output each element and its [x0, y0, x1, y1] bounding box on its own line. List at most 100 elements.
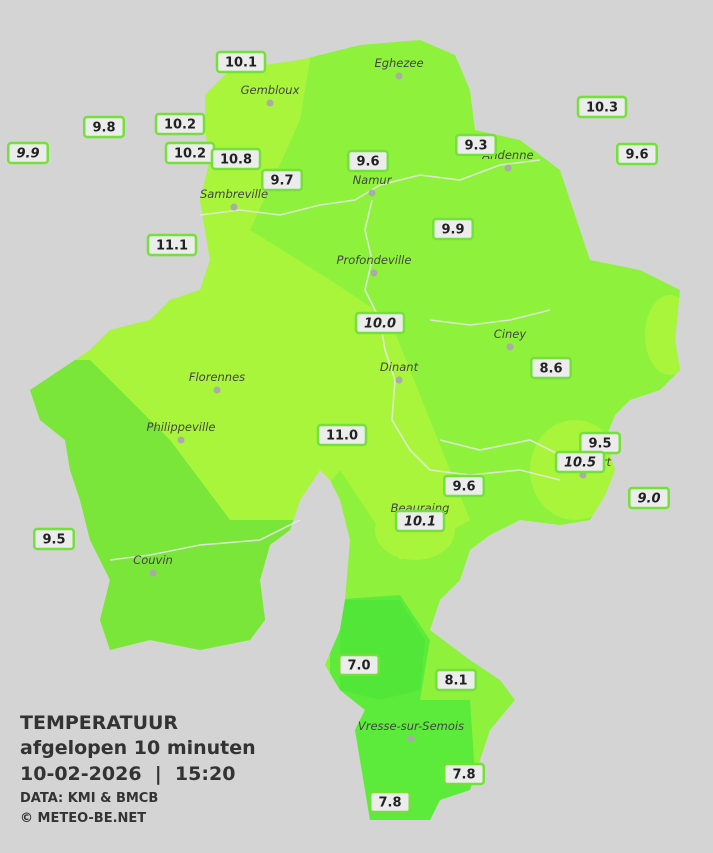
station: 9.6 [443, 474, 485, 498]
cities: EghezeeGemblouxAndenneNamurSambrevillePr… [133, 56, 612, 743]
legend-subtitle: afgelopen 10 minuten [20, 737, 256, 759]
station-box [616, 142, 658, 166]
station: 11.0 [316, 423, 368, 447]
city-dot [504, 164, 512, 172]
city-label: Dinant [380, 360, 419, 374]
city-label: Gembloux [241, 83, 300, 97]
station-value: 8.6 [539, 362, 562, 377]
station: 8.6 [530, 356, 572, 380]
station: 10.2 [154, 112, 206, 136]
station: 9.6 [616, 142, 658, 166]
station: 10.8 [210, 147, 262, 171]
city-dot [395, 376, 403, 384]
station-box [210, 147, 262, 171]
station: 7.0 [338, 653, 380, 677]
city-label: Philippeville [147, 420, 216, 434]
station-value: 10.3 [586, 101, 618, 116]
city-dot [149, 569, 157, 577]
station-box [455, 133, 497, 157]
station: 9.3 [455, 133, 497, 157]
legend-source: DATA: KMI & BMCB [20, 791, 159, 806]
station-box [369, 790, 411, 814]
station-value: 9.5 [42, 533, 65, 548]
city-label: Profondeville [337, 253, 412, 267]
station-box [432, 217, 474, 241]
station: 9.9 [7, 141, 49, 165]
station-box [7, 141, 49, 165]
city-label: Sambreville [200, 187, 268, 201]
city-dot [506, 343, 514, 351]
station-box [33, 527, 75, 551]
city-dot [370, 269, 378, 277]
station-value: 10.8 [220, 153, 252, 168]
station-box [576, 95, 628, 119]
station: 11.1 [146, 233, 198, 257]
station-value: 7.8 [452, 768, 475, 783]
station-value: 7.8 [378, 796, 401, 811]
station-box [316, 423, 368, 447]
station: 7.8 [369, 790, 411, 814]
city-label: Namur [353, 173, 393, 187]
station: 9.6 [347, 149, 389, 173]
station: 9.5 [579, 431, 621, 455]
station-box [628, 486, 670, 510]
station-value: 10.1 [404, 515, 436, 530]
station-value: 9.6 [625, 148, 648, 163]
station: 7.8 [443, 762, 485, 786]
city-dot [230, 203, 238, 211]
city-label: Vresse-sur-Semois [358, 719, 464, 733]
station-value: 10.1 [225, 56, 257, 71]
station-box [154, 112, 206, 136]
station: 10.5 [554, 450, 606, 474]
station: 10.1 [394, 509, 446, 533]
station: 10.2 [164, 141, 216, 165]
station-box [394, 509, 446, 533]
station: 9.8 [83, 115, 125, 139]
station-value: 10.2 [164, 118, 196, 133]
station-value: 9.9 [16, 147, 39, 162]
city-label: Ciney [494, 327, 527, 341]
station-value: 8.1 [444, 674, 467, 689]
station-value: 9.8 [92, 121, 115, 136]
station-box [83, 115, 125, 139]
stations: 10.1 9.8 10.2 9.9 10.2 10.8 9.7 9.6 9.3 10.3 9.6 11… [7, 50, 670, 814]
station-value: 9.3 [464, 139, 487, 154]
station-value: 9.6 [356, 155, 379, 170]
station-value: 10.5 [564, 456, 596, 471]
station-value: 11.1 [156, 239, 188, 254]
station-box [146, 233, 198, 257]
station-box [347, 149, 389, 173]
station-value: 9.7 [270, 174, 293, 189]
station-value: 9.0 [637, 492, 660, 507]
city-dot [368, 189, 376, 197]
city-label: Florennes [189, 370, 245, 384]
station-box [354, 311, 406, 335]
city-dot [407, 735, 415, 743]
station-value: 11.0 [326, 429, 358, 444]
station: 9.7 [261, 168, 303, 192]
city-dot [213, 386, 221, 394]
station: 10.1 [215, 50, 267, 74]
station-value: 7.0 [347, 659, 370, 674]
city-label: Eghezee [374, 56, 423, 70]
legend-datetime: 10-02-2026 | 15:20 [20, 763, 236, 785]
station: 8.1 [435, 668, 477, 692]
city-dot [395, 72, 403, 80]
station: 9.0 [628, 486, 670, 510]
station-box [261, 168, 303, 192]
station-value: 10.0 [364, 317, 396, 332]
city-dot [177, 436, 185, 444]
station-box [435, 668, 477, 692]
station-box [443, 762, 485, 786]
station-box [215, 50, 267, 74]
legend-title: TEMPERATUUR [20, 712, 179, 734]
legend-copyright: © METEO-BE.NET [20, 811, 147, 826]
station-value: 9.9 [441, 223, 464, 238]
station-box [443, 474, 485, 498]
station-value: 10.2 [174, 147, 206, 162]
station-value: 9.5 [588, 437, 611, 452]
station-box [554, 450, 606, 474]
station-box [338, 653, 380, 677]
